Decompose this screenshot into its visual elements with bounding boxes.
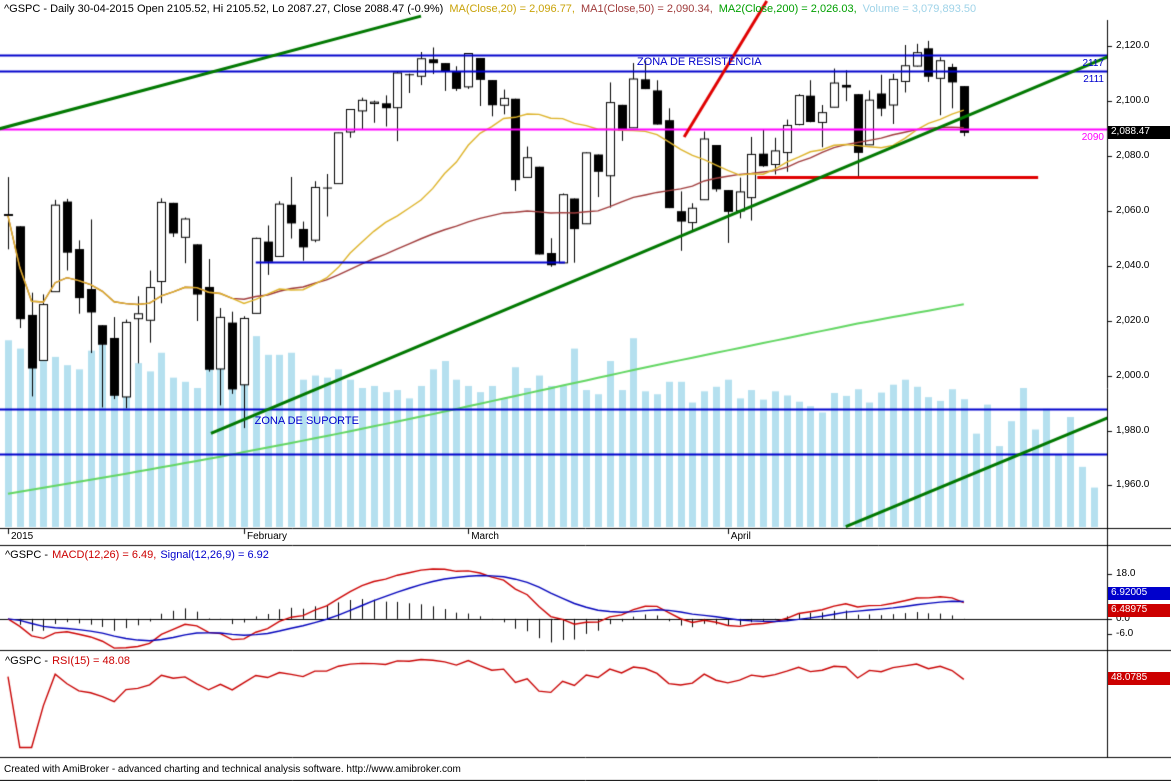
macd-value-box: 6.48975 [1108, 603, 1170, 617]
date-tick-label: February [247, 531, 288, 542]
chart-title-bar: ^GSPC - Daily 30-04-2015 Open 2105.52, H… [4, 3, 982, 15]
macd-tick-label: -6.0 [1116, 627, 1134, 639]
symbol-ohlc-text: ^GSPC - Daily 30-04-2015 Open 2105.52, H… [4, 3, 444, 15]
price-tick-label: 2,060.0 [1116, 205, 1150, 216]
volume-value-text: Volume = 3,079,893.50 [862, 3, 977, 15]
macd-value-text: MACD(12,26) = 6.49, [52, 549, 157, 561]
rsi-symbol-text: ^GSPC - [5, 655, 49, 667]
footer-credit: Created with AmiBroker - advanced charti… [4, 764, 461, 775]
ma20-value-text: MA(Close,20) = 2,096.77, [449, 3, 575, 15]
price-tick-label: 2,020.0 [1116, 314, 1150, 326]
macd-panel-title: ^GSPC - MACD(12,26) = 6.49, Signal(12,26,9… [5, 549, 273, 561]
price-tick-label: 1,960.0 [1116, 479, 1150, 491]
hline-price-label: 2111 [1083, 74, 1104, 86]
hline-price-label: 2117 [1082, 57, 1104, 69]
price-tick-label: 2,000.0 [1116, 369, 1150, 381]
price-tick-label: 2,100.0 [1116, 95, 1150, 107]
date-tick-label: March [471, 531, 499, 542]
signal-value-box: 6.92005 [1108, 587, 1170, 601]
date-tick-label: April [730, 531, 751, 542]
signal-value-text: Signal(12,26,9) = 6.92 [160, 549, 269, 561]
macd-tick-label: 0.0 [1116, 612, 1130, 624]
last-price-box: 2,088.47 [1108, 125, 1170, 139]
macd-symbol-text: ^GSPC - [5, 549, 49, 561]
ma200-value-text: MA2(Close,200) = 2,026.03, [718, 3, 857, 15]
price-tick-label: 2,120.0 [1116, 40, 1150, 52]
annotation-text: ZONA DE RESISTÊNCIA [636, 55, 762, 68]
hline-price-label: 2090 [1081, 131, 1104, 143]
price-tick-label: 2,040.0 [1116, 259, 1150, 271]
price-tick-label: 1,980.0 [1116, 424, 1150, 436]
rsi-panel-title: ^GSPC - RSI(15) = 48.08 [5, 655, 134, 667]
ma50-value-text: MA1(Close,50) = 2,090.34, [580, 3, 713, 15]
macd-tick-label: 18.0 [1116, 567, 1136, 579]
date-axis[interactable] [0, 528, 1107, 545]
price-tick-label: 2,080.0 [1116, 150, 1150, 162]
rsi-value-box: 48.0785 [1108, 672, 1170, 686]
rsi-value-text: RSI(15) = 48.08 [52, 655, 131, 667]
date-tick-label: 2015 [11, 531, 34, 542]
annotation-text: ZONA DE SUPORTE [254, 414, 359, 427]
